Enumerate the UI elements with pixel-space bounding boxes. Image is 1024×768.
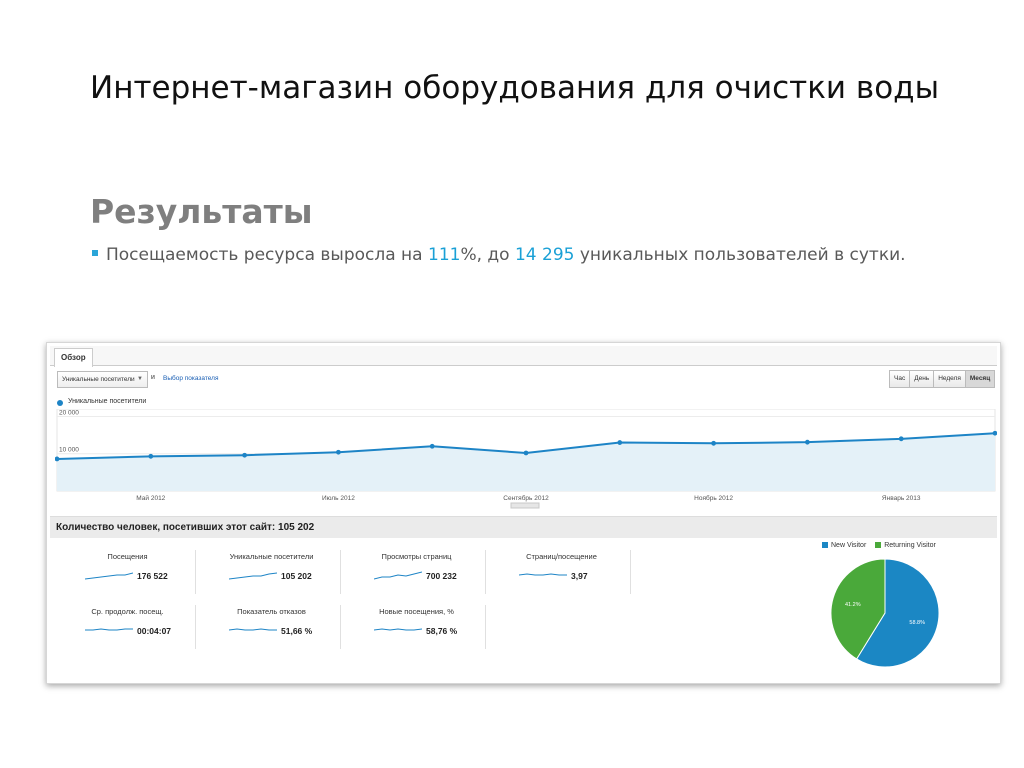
stat-unique-visitors: Уникальные посетители 105 202 [199, 552, 344, 600]
data-point[interactable] [805, 439, 810, 445]
series-area [57, 433, 995, 491]
divider [340, 550, 341, 594]
stat-value: 58,76 % [426, 626, 458, 636]
divider [485, 550, 486, 594]
stat-label: Уникальные посетители [229, 552, 314, 561]
metric-select-value: Уникальные посетители [62, 376, 135, 383]
stat-label: Просмотры страниц [381, 552, 452, 561]
stat-label: Ср. продолж. посещ. [91, 607, 164, 616]
series-dot-icon [57, 400, 63, 406]
chevron-down-icon: ▼ [137, 376, 143, 382]
divider [195, 550, 196, 594]
pie-slice[interactable] [855, 558, 940, 668]
data-point[interactable] [242, 452, 248, 458]
data-point[interactable] [617, 440, 623, 445]
metric-select[interactable]: Уникальные посетители ▼ [57, 371, 148, 388]
stat-value: 00:04:07 [137, 626, 172, 636]
legend-returning-visitor: Returning Visitor [875, 542, 936, 549]
slide-title: Интернет-магазин оборудования для очистк… [90, 70, 940, 106]
divider [340, 605, 341, 649]
x-tick-label: Сентябрь 2012 [503, 494, 549, 502]
analytics-screenshot: Обзор Уникальные посетители ▼ и Выбор по… [46, 342, 1001, 684]
stat-avg-duration: Ср. продолж. посещ. 00:04:07 [55, 607, 200, 655]
legend-label: New Visitor [831, 542, 867, 549]
summary-title: Количество человек, посетивших этот сайт… [56, 522, 315, 533]
divider [485, 605, 486, 649]
visitors-line-chart: 20 000 10 000 Май 2012 Июль 2012 Сентябрь 20… [55, 409, 997, 509]
tab-bar: Обзор [50, 346, 997, 367]
period-day-button[interactable]: День [910, 371, 935, 387]
section-heading: Результаты [90, 192, 313, 231]
period-month-button[interactable]: Месяц [965, 371, 995, 387]
growth-percent: 111 [428, 245, 461, 265]
stat-label: Показатель отказов [237, 607, 306, 616]
period-week-button[interactable]: Неделя [934, 371, 966, 387]
stat-visits: Посещения 176 522 [55, 552, 200, 600]
sparkline [229, 572, 277, 580]
sparkline [374, 571, 422, 580]
stat-value: 176 522 [137, 571, 168, 581]
legend-label: Returning Visitor [884, 542, 936, 549]
stat-value: 105 202 [281, 571, 312, 581]
stat-pageviews: Просмотры страниц 700 232 [344, 552, 489, 600]
sparkline [374, 628, 422, 631]
sparkline [85, 572, 133, 580]
stat-pages-per-visit: Страниц/посещение 3,97 [489, 552, 634, 600]
result-bullet: Посещаемость ресурса выросла на 111%, до… [92, 245, 906, 265]
stat-label: Страниц/посещение [526, 552, 597, 561]
x-tick-label: Январь 2013 [882, 495, 921, 502]
bullet-text-after: уникальных пользователей в сутки. [574, 245, 906, 265]
y-tick-label: 20 000 [59, 409, 79, 416]
data-point[interactable] [429, 443, 435, 449]
stat-value: 3,97 [571, 571, 588, 581]
period-selector: Час День Неделя Месяц [889, 370, 996, 388]
pie-slice[interactable] [830, 558, 886, 660]
sparkline [229, 628, 277, 631]
and-label: и [151, 374, 155, 381]
data-point[interactable] [523, 450, 529, 456]
divider [630, 550, 631, 594]
y-tick-label: 10 000 [59, 447, 79, 454]
stat-value: 700 232 [426, 571, 457, 581]
bullet-square-icon [92, 250, 98, 256]
visitor-type-pie-chart: 58.8% 41.2% [830, 558, 940, 668]
legend-swatch [822, 542, 828, 549]
bullet-text-before: Посещаемость ресурса выросла на [106, 245, 428, 265]
data-point[interactable] [992, 430, 997, 436]
stat-value: 51,66 % [281, 626, 313, 636]
stat-bounce-rate: Показатель отказов 51,66 % [199, 607, 344, 655]
data-point[interactable] [711, 440, 716, 446]
choose-metric-link[interactable]: Выбор показателя [163, 375, 219, 382]
chart-resize-handle[interactable] [510, 502, 540, 509]
x-tick-label: Май 2012 [136, 494, 165, 502]
tab-overview[interactable]: Обзор [54, 348, 93, 367]
x-tick-label: Ноябрь 2012 [694, 494, 733, 502]
stat-new-visits: Новые посещения, % 58,76 % [344, 607, 489, 655]
stat-label: Новые посещения, % [379, 607, 454, 616]
pie-slice-label: 58.8% [909, 620, 925, 626]
series-label: Уникальные посетители [68, 398, 147, 405]
sparkline [85, 628, 133, 631]
unique-users-count: 14 295 [514, 245, 575, 265]
period-hour-button[interactable]: Час [890, 371, 911, 387]
bullet-text-middle: %, до [460, 245, 515, 265]
data-point[interactable] [898, 436, 904, 442]
pie-slice-label: 41.2% [845, 602, 861, 608]
summary-bar: Количество человек, посетивших этот сайт… [50, 516, 997, 538]
legend-swatch [875, 542, 882, 549]
x-tick-label: Июль 2012 [322, 495, 355, 502]
data-point[interactable] [336, 449, 341, 455]
stat-label: Посещения [107, 552, 148, 561]
pie-legend: New Visitor Returning Visitor [822, 542, 943, 549]
data-point[interactable] [55, 456, 60, 462]
data-point[interactable] [148, 453, 154, 459]
sparkline [519, 573, 567, 576]
divider [195, 605, 196, 649]
legend-new-visitor: New Visitor [822, 542, 866, 549]
